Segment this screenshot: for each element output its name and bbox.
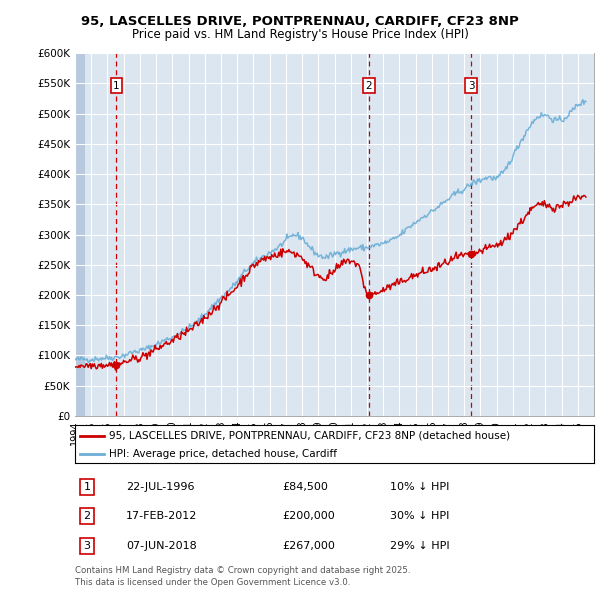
Text: 2: 2	[365, 81, 372, 91]
Text: £200,000: £200,000	[282, 512, 335, 521]
Bar	[75, 53, 85, 416]
Text: 3: 3	[83, 541, 91, 550]
Text: 1: 1	[83, 482, 91, 491]
Text: 1: 1	[113, 81, 120, 91]
Text: 2: 2	[83, 512, 91, 521]
Text: 29% ↓ HPI: 29% ↓ HPI	[390, 541, 449, 550]
Text: £84,500: £84,500	[282, 482, 328, 491]
Text: 95, LASCELLES DRIVE, PONTPRENNAU, CARDIFF, CF23 8NP: 95, LASCELLES DRIVE, PONTPRENNAU, CARDIF…	[81, 15, 519, 28]
Text: HPI: Average price, detached house, Cardiff: HPI: Average price, detached house, Card…	[109, 448, 337, 458]
Text: Contains HM Land Registry data © Crown copyright and database right 2025.
This d: Contains HM Land Registry data © Crown c…	[75, 566, 410, 587]
Text: Price paid vs. HM Land Registry's House Price Index (HPI): Price paid vs. HM Land Registry's House …	[131, 28, 469, 41]
Text: £267,000: £267,000	[282, 541, 335, 550]
Text: 30% ↓ HPI: 30% ↓ HPI	[390, 512, 449, 521]
Text: 22-JUL-1996: 22-JUL-1996	[126, 482, 194, 491]
Text: 17-FEB-2012: 17-FEB-2012	[126, 512, 197, 521]
Text: 3: 3	[468, 81, 475, 91]
Text: 10% ↓ HPI: 10% ↓ HPI	[390, 482, 449, 491]
Text: 95, LASCELLES DRIVE, PONTPRENNAU, CARDIFF, CF23 8NP (detached house): 95, LASCELLES DRIVE, PONTPRENNAU, CARDIF…	[109, 431, 510, 441]
Text: 07-JUN-2018: 07-JUN-2018	[126, 541, 197, 550]
